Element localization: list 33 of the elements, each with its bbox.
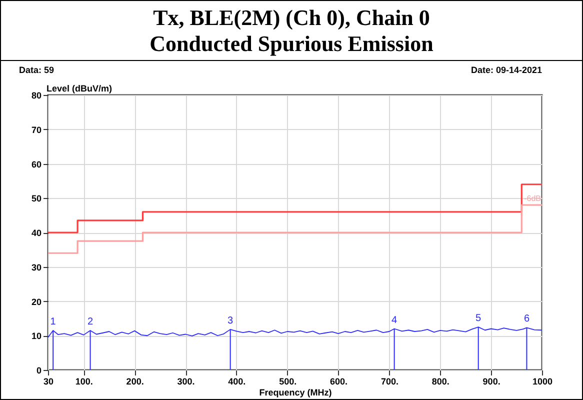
- x-tick-label: 30: [43, 376, 54, 386]
- y-tick-label: 40: [31, 228, 42, 238]
- chart-subtitle: Conducted Spurious Emission: [148, 31, 434, 57]
- y-tick-label: 60: [31, 159, 42, 170]
- x-tick-label: 700.: [380, 376, 398, 386]
- y-tick-label: 70: [31, 124, 42, 135]
- y-tick-label: 10: [31, 331, 42, 342]
- x-tick-label: 1000: [532, 376, 553, 386]
- x-tick-label: 900.: [482, 376, 500, 386]
- text: Data: 59: [19, 65, 54, 75]
- x-tick-label: 800.: [432, 376, 450, 386]
- x-tick-label: 500.: [279, 376, 297, 386]
- annotation: 5: [476, 313, 482, 324]
- x-tick-label: 300.: [177, 376, 195, 386]
- annotation: 3: [228, 315, 234, 326]
- y-tick-label: 50: [31, 194, 42, 204]
- annotation: 4: [392, 314, 398, 326]
- annotation: 2: [87, 316, 94, 328]
- x-tick-label: 100.: [75, 376, 93, 386]
- series-label: -6dB: [524, 194, 541, 203]
- text: Date: 09-14-2021: [470, 65, 542, 75]
- y-tick-label: 80: [31, 90, 42, 100]
- annotation: 1: [50, 316, 56, 328]
- x-tick-label: 600.: [330, 376, 348, 386]
- x-tick-label: 400.: [228, 376, 246, 386]
- x-axis-title: Frequency (MHz): [259, 388, 332, 398]
- y-axis-title: Level (dBuV/m): [46, 84, 112, 94]
- annotation: 6: [524, 314, 530, 325]
- y-tick-label: 0: [36, 366, 42, 376]
- x-tick-label: 200.: [126, 376, 144, 386]
- chart-title: Tx, BLE(2M) (Ch 0), Chain 0: [152, 5, 431, 31]
- y-tick-label: 30: [31, 262, 42, 272]
- y-tick-label: 20: [31, 296, 42, 307]
